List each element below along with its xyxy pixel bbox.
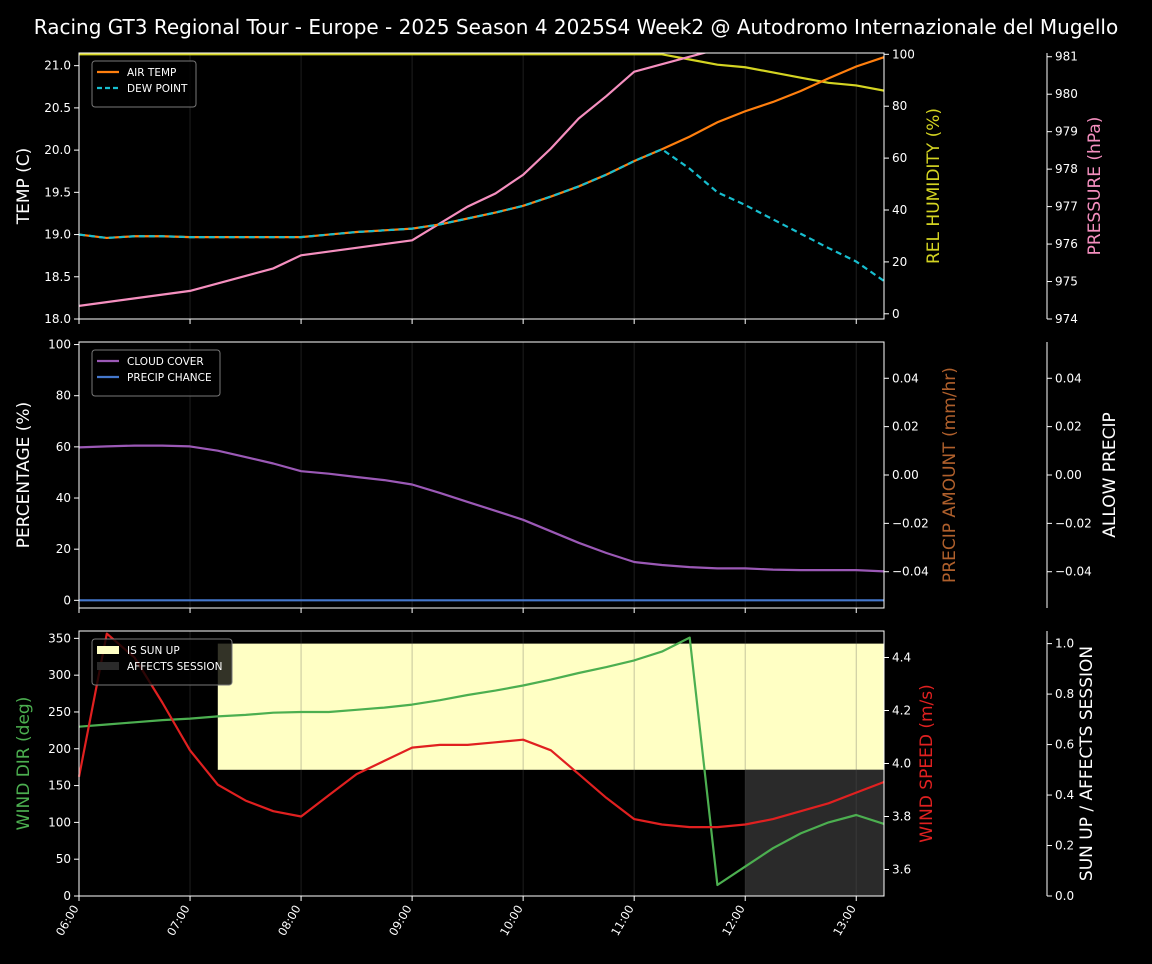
temp-axis-tick-label: 21.0 bbox=[44, 59, 71, 73]
wind-dir-axis-tick-label: 300 bbox=[48, 668, 71, 682]
percentage-axis-tick-label: 0 bbox=[63, 593, 71, 607]
allow-precip-axis-tick-label: −0.02 bbox=[1055, 516, 1092, 530]
percentage-axis-tick-label: 60 bbox=[56, 440, 71, 454]
precip-amount-axis-tick-label: −0.02 bbox=[892, 516, 929, 530]
chart-title: Racing GT3 Regional Tour - Europe - 2025… bbox=[34, 15, 1118, 39]
precip-amount-axis-tick-label: 0.04 bbox=[892, 371, 919, 385]
temp-axis-tick-label: 20.0 bbox=[44, 143, 71, 157]
wind-dir-axis-tick-label: 350 bbox=[48, 631, 71, 645]
wind-dir-axis-tick-label: 250 bbox=[48, 705, 71, 719]
sun-up-axis-label: SUN UP / AFFECTS SESSION bbox=[1077, 646, 1097, 881]
dew-point-line bbox=[79, 148, 884, 282]
wind-speed-axis-tick-label: 3.6 bbox=[892, 863, 911, 877]
wind-dir-line bbox=[78, 636, 885, 887]
wind-speed-axis-label: WIND SPEED (m/s) bbox=[917, 684, 937, 842]
humidity-axis-tick-label: 80 bbox=[892, 99, 907, 113]
wind-dir-axis-tick-label: 0 bbox=[63, 889, 71, 903]
sun-up-band bbox=[217, 643, 885, 770]
precip-amount-axis-label: PRECIP AMOUNT (mm/hr) bbox=[940, 367, 960, 583]
wind-speed-axis-tick-label: 4.4 bbox=[892, 651, 911, 665]
temp-axis-label: TEMP (C) bbox=[14, 148, 34, 226]
cloud-cover-line bbox=[78, 444, 885, 573]
pressure-axis-label: PRESSURE (hPa) bbox=[1085, 117, 1105, 256]
sun-up-axis-tick-label: 0.8 bbox=[1055, 687, 1074, 701]
legend-entry: DEW POINT bbox=[127, 83, 188, 95]
percentage-axis-tick-label: 20 bbox=[56, 542, 71, 556]
percentage-axis-tick-label: 40 bbox=[56, 491, 71, 505]
humidity-axis-tick-label: 60 bbox=[892, 151, 907, 165]
pressure-axis-tick-label: 978 bbox=[1055, 162, 1078, 176]
percentage-axis-tick-label: 100 bbox=[48, 338, 71, 352]
pressure-axis-tick-label: 979 bbox=[1055, 125, 1078, 139]
legend-entry: AFFECTS SESSION bbox=[127, 661, 223, 673]
temp-axis-tick-label: 18.5 bbox=[44, 270, 71, 284]
pressure-axis-tick-label: 974 bbox=[1055, 312, 1078, 326]
allow-precip-axis-tick-label: 0.04 bbox=[1055, 371, 1082, 385]
legend-entry: PRECIP CHANCE bbox=[127, 372, 212, 384]
temp-axis-tick-label: 20.5 bbox=[44, 101, 71, 115]
allow-precip-axis-tick-label: −0.04 bbox=[1055, 565, 1092, 579]
allow-precip-axis-tick-label: 0.02 bbox=[1055, 420, 1082, 434]
humidity-axis-label: REL HUMIDITY (%) bbox=[924, 108, 944, 264]
allow-precip-axis-tick-label: 0.00 bbox=[1055, 468, 1082, 482]
pressure-axis-tick-label: 977 bbox=[1055, 200, 1078, 214]
pressure-axis-tick-label: 975 bbox=[1055, 275, 1078, 289]
legend-entry: AIR TEMP bbox=[127, 67, 176, 79]
sun-up-axis-tick-label: 0.2 bbox=[1055, 839, 1074, 853]
precip-amount-axis-tick-label: 0.00 bbox=[892, 468, 919, 482]
temp-axis-tick-label: 19.5 bbox=[44, 185, 71, 199]
legend-swatch bbox=[97, 662, 119, 670]
wind-dir-axis-tick-label: 150 bbox=[48, 779, 71, 793]
wind-dir-axis-label: WIND DIR (deg) bbox=[14, 697, 34, 831]
pressure-axis-tick-label: 980 bbox=[1055, 87, 1078, 101]
temperature-panel-frame bbox=[78, 52, 885, 320]
wind-speed-axis-tick-label: 3.8 bbox=[892, 810, 911, 824]
percentage-axis-tick-label: 80 bbox=[56, 389, 71, 403]
wind-speed-axis-tick-label: 4.0 bbox=[892, 757, 911, 771]
legend-box bbox=[91, 638, 233, 686]
precip-amount-axis-tick-label: −0.04 bbox=[892, 565, 929, 579]
sun-up-axis-tick-label: 1.0 bbox=[1055, 637, 1074, 651]
sun-up-axis-tick-label: 0.0 bbox=[1055, 889, 1074, 903]
temperature-series-group bbox=[79, 53, 884, 307]
humidity-line bbox=[79, 53, 884, 92]
sun-up-axis-tick-label: 0.6 bbox=[1055, 738, 1074, 752]
humidity-axis-tick-label: 40 bbox=[892, 203, 907, 217]
wind-dir-axis-tick-label: 50 bbox=[56, 852, 71, 866]
humidity-axis-tick-label: 100 bbox=[892, 47, 915, 61]
temp-axis-tick-label: 18.0 bbox=[44, 312, 71, 326]
percentage-axis-label: PERCENTAGE (%) bbox=[14, 402, 34, 548]
pressure-line bbox=[79, 53, 708, 307]
wind-dir-axis-tick-label: 200 bbox=[48, 742, 71, 756]
wind-speed-line bbox=[77, 632, 885, 829]
affects-session-band bbox=[745, 769, 884, 896]
allow-precip-axis-label: ALLOW PRECIP bbox=[1100, 412, 1120, 538]
legend-entry: CLOUD COVER bbox=[127, 356, 204, 368]
temp-axis-tick-label: 19.0 bbox=[44, 228, 71, 242]
precip-amount-axis-tick-label: 0.02 bbox=[892, 420, 919, 434]
humidity-axis-tick-label: 0 bbox=[892, 307, 900, 321]
legend-swatch bbox=[97, 646, 119, 654]
humidity-axis-tick-label: 20 bbox=[892, 255, 907, 269]
legend-entry: IS SUN UP bbox=[127, 645, 180, 657]
pressure-axis-tick-label: 976 bbox=[1055, 237, 1078, 251]
pressure-axis-tick-label: 981 bbox=[1055, 50, 1078, 64]
sun-up-axis-tick-label: 0.4 bbox=[1055, 788, 1074, 802]
wind-dir-axis-tick-label: 100 bbox=[48, 815, 71, 829]
wind-speed-axis-tick-label: 4.2 bbox=[892, 704, 911, 718]
legend-box bbox=[91, 349, 221, 397]
